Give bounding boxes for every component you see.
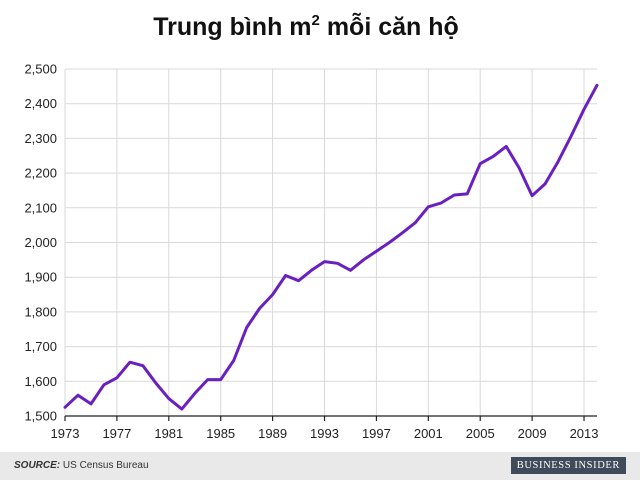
y-tick-label: 2,200 bbox=[24, 166, 57, 181]
y-tick-label: 2,400 bbox=[24, 96, 57, 111]
x-tick-label: 2001 bbox=[414, 426, 443, 441]
x-tick-label: 1997 bbox=[362, 426, 391, 441]
chart-title-superscript: 2 bbox=[312, 12, 320, 29]
x-tick-label: 1985 bbox=[206, 426, 235, 441]
x-axis-ticks: 1973 1977 1981 1985 1989 1993 1997 2001 2005 2009… bbox=[51, 416, 599, 441]
source-label: SOURCE: bbox=[14, 460, 61, 471]
y-axis-ticks: 1,500 1,600 1,700 1,800 1,900 2,000 2,100 2,200… bbox=[24, 62, 57, 424]
y-tick-label: 1,700 bbox=[24, 339, 57, 354]
y-tick-label: 2,500 bbox=[24, 62, 57, 77]
y-tick-label: 2,000 bbox=[24, 235, 57, 250]
series-line bbox=[63, 83, 599, 411]
x-tick-label: 2013 bbox=[570, 426, 599, 441]
footer-bar: SOURCE: US Census Bureau BUSINESS INSIDE… bbox=[0, 452, 640, 480]
x-tick-label: 1993 bbox=[310, 426, 339, 441]
x-tick-label: 2005 bbox=[466, 426, 495, 441]
x-tick-label: 1989 bbox=[258, 426, 287, 441]
x-tick-label: 2009 bbox=[518, 426, 547, 441]
y-tick-label: 1,800 bbox=[24, 304, 57, 319]
y-tick-label: 1,900 bbox=[24, 270, 57, 285]
grid-lines bbox=[64, 68, 597, 416]
series-layer bbox=[63, 83, 599, 411]
brand-logo: BUSINESS INSIDER bbox=[510, 457, 626, 474]
y-tick-label: 1,600 bbox=[24, 374, 57, 389]
y-tick-label: 1,500 bbox=[24, 409, 57, 424]
x-tick-label: 1973 bbox=[51, 426, 80, 441]
y-tick-label: 2,300 bbox=[24, 131, 57, 146]
y-tick-label: 2,100 bbox=[24, 200, 57, 215]
x-tick-label: 1981 bbox=[154, 426, 183, 441]
chart-title: Trung bình m2 mỗi căn hộ bbox=[153, 11, 459, 41]
x-tick-label: 1977 bbox=[102, 426, 131, 441]
source-note: SOURCE: US Census Bureau bbox=[14, 460, 149, 471]
source-text: US Census Bureau bbox=[60, 460, 149, 471]
chart-title-suffix: mỗi căn hộ bbox=[320, 11, 459, 41]
line-chart: Trung bình m2 mỗi căn hộ 1,500 1,600 1,700… bbox=[24, 11, 599, 441]
